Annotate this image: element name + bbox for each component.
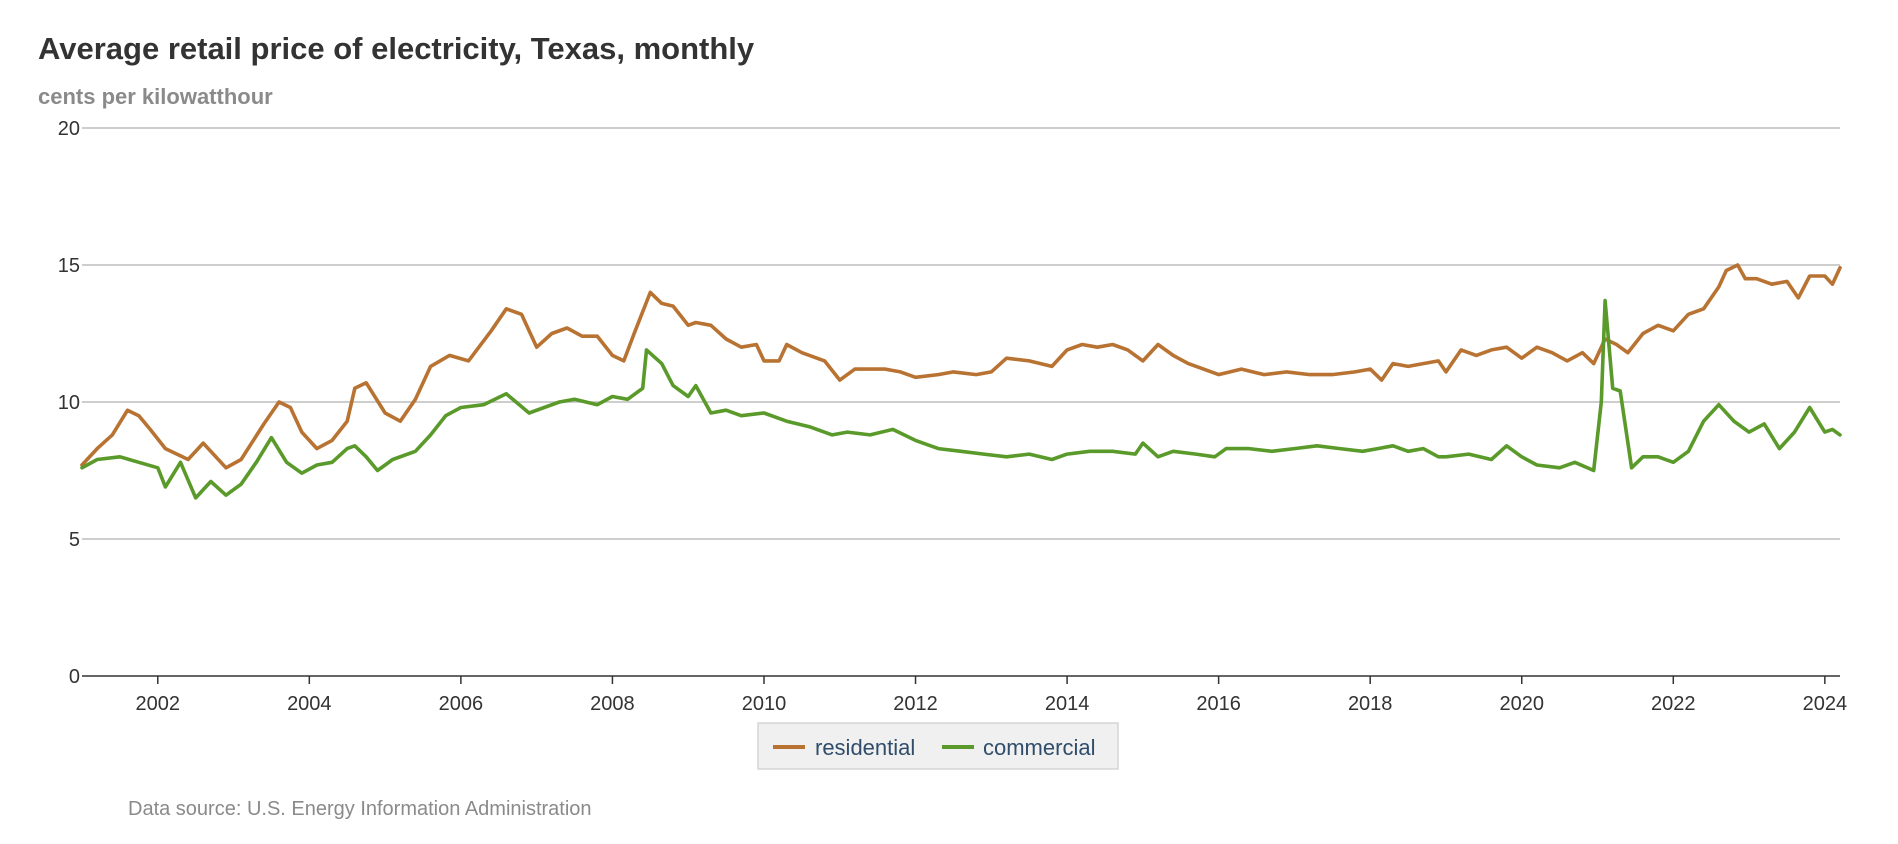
x-tick-label-2020: 2020 bbox=[1499, 693, 1544, 715]
y-tick-label-15: 15 bbox=[58, 255, 80, 277]
legend-label-commercial[interactable]: commercial bbox=[983, 735, 1095, 760]
x-tick-label-2010: 2010 bbox=[742, 693, 787, 715]
chart-subtitle: cents per kilowatthour bbox=[38, 84, 273, 109]
legend: residential commercial bbox=[757, 722, 1119, 770]
chart-title: Average retail price of electricity, Tex… bbox=[38, 31, 755, 66]
series-lines bbox=[80, 263, 1842, 500]
series-line-residential[interactable] bbox=[80, 263, 1842, 470]
y-tick-label-20: 20 bbox=[58, 118, 80, 140]
data-source: Data source: U.S. Energy Information Adm… bbox=[128, 798, 592, 820]
x-tick-label-2012: 2012 bbox=[893, 693, 938, 715]
legend-label-residential[interactable]: residential bbox=[815, 735, 915, 760]
x-tick-label-2014: 2014 bbox=[1045, 693, 1090, 715]
x-tick-label-2024: 2024 bbox=[1803, 693, 1848, 715]
y-tick-labels: 0 5 10 15 20 bbox=[58, 118, 80, 688]
x-tick-label-2022: 2022 bbox=[1651, 693, 1696, 715]
x-tick-label-2002: 2002 bbox=[136, 693, 181, 715]
x-tick-label-2008: 2008 bbox=[590, 693, 635, 715]
legend-box bbox=[757, 722, 1119, 770]
y-tick-label-5: 5 bbox=[69, 529, 80, 551]
x-tick-label-2018: 2018 bbox=[1348, 693, 1393, 715]
x-tick-label-2016: 2016 bbox=[1196, 693, 1241, 715]
series-line-commercial[interactable] bbox=[80, 298, 1842, 500]
y-tick-label-0: 0 bbox=[69, 666, 80, 688]
y-gridlines bbox=[82, 127, 1840, 540]
x-tick-label-2004: 2004 bbox=[287, 693, 332, 715]
y-tick-label-10: 10 bbox=[58, 392, 80, 414]
x-axis: 2002 2004 2006 2008 2010 2012 2014 2016 2018 2020… bbox=[82, 675, 1848, 715]
x-tick-label-2006: 2006 bbox=[439, 693, 484, 715]
